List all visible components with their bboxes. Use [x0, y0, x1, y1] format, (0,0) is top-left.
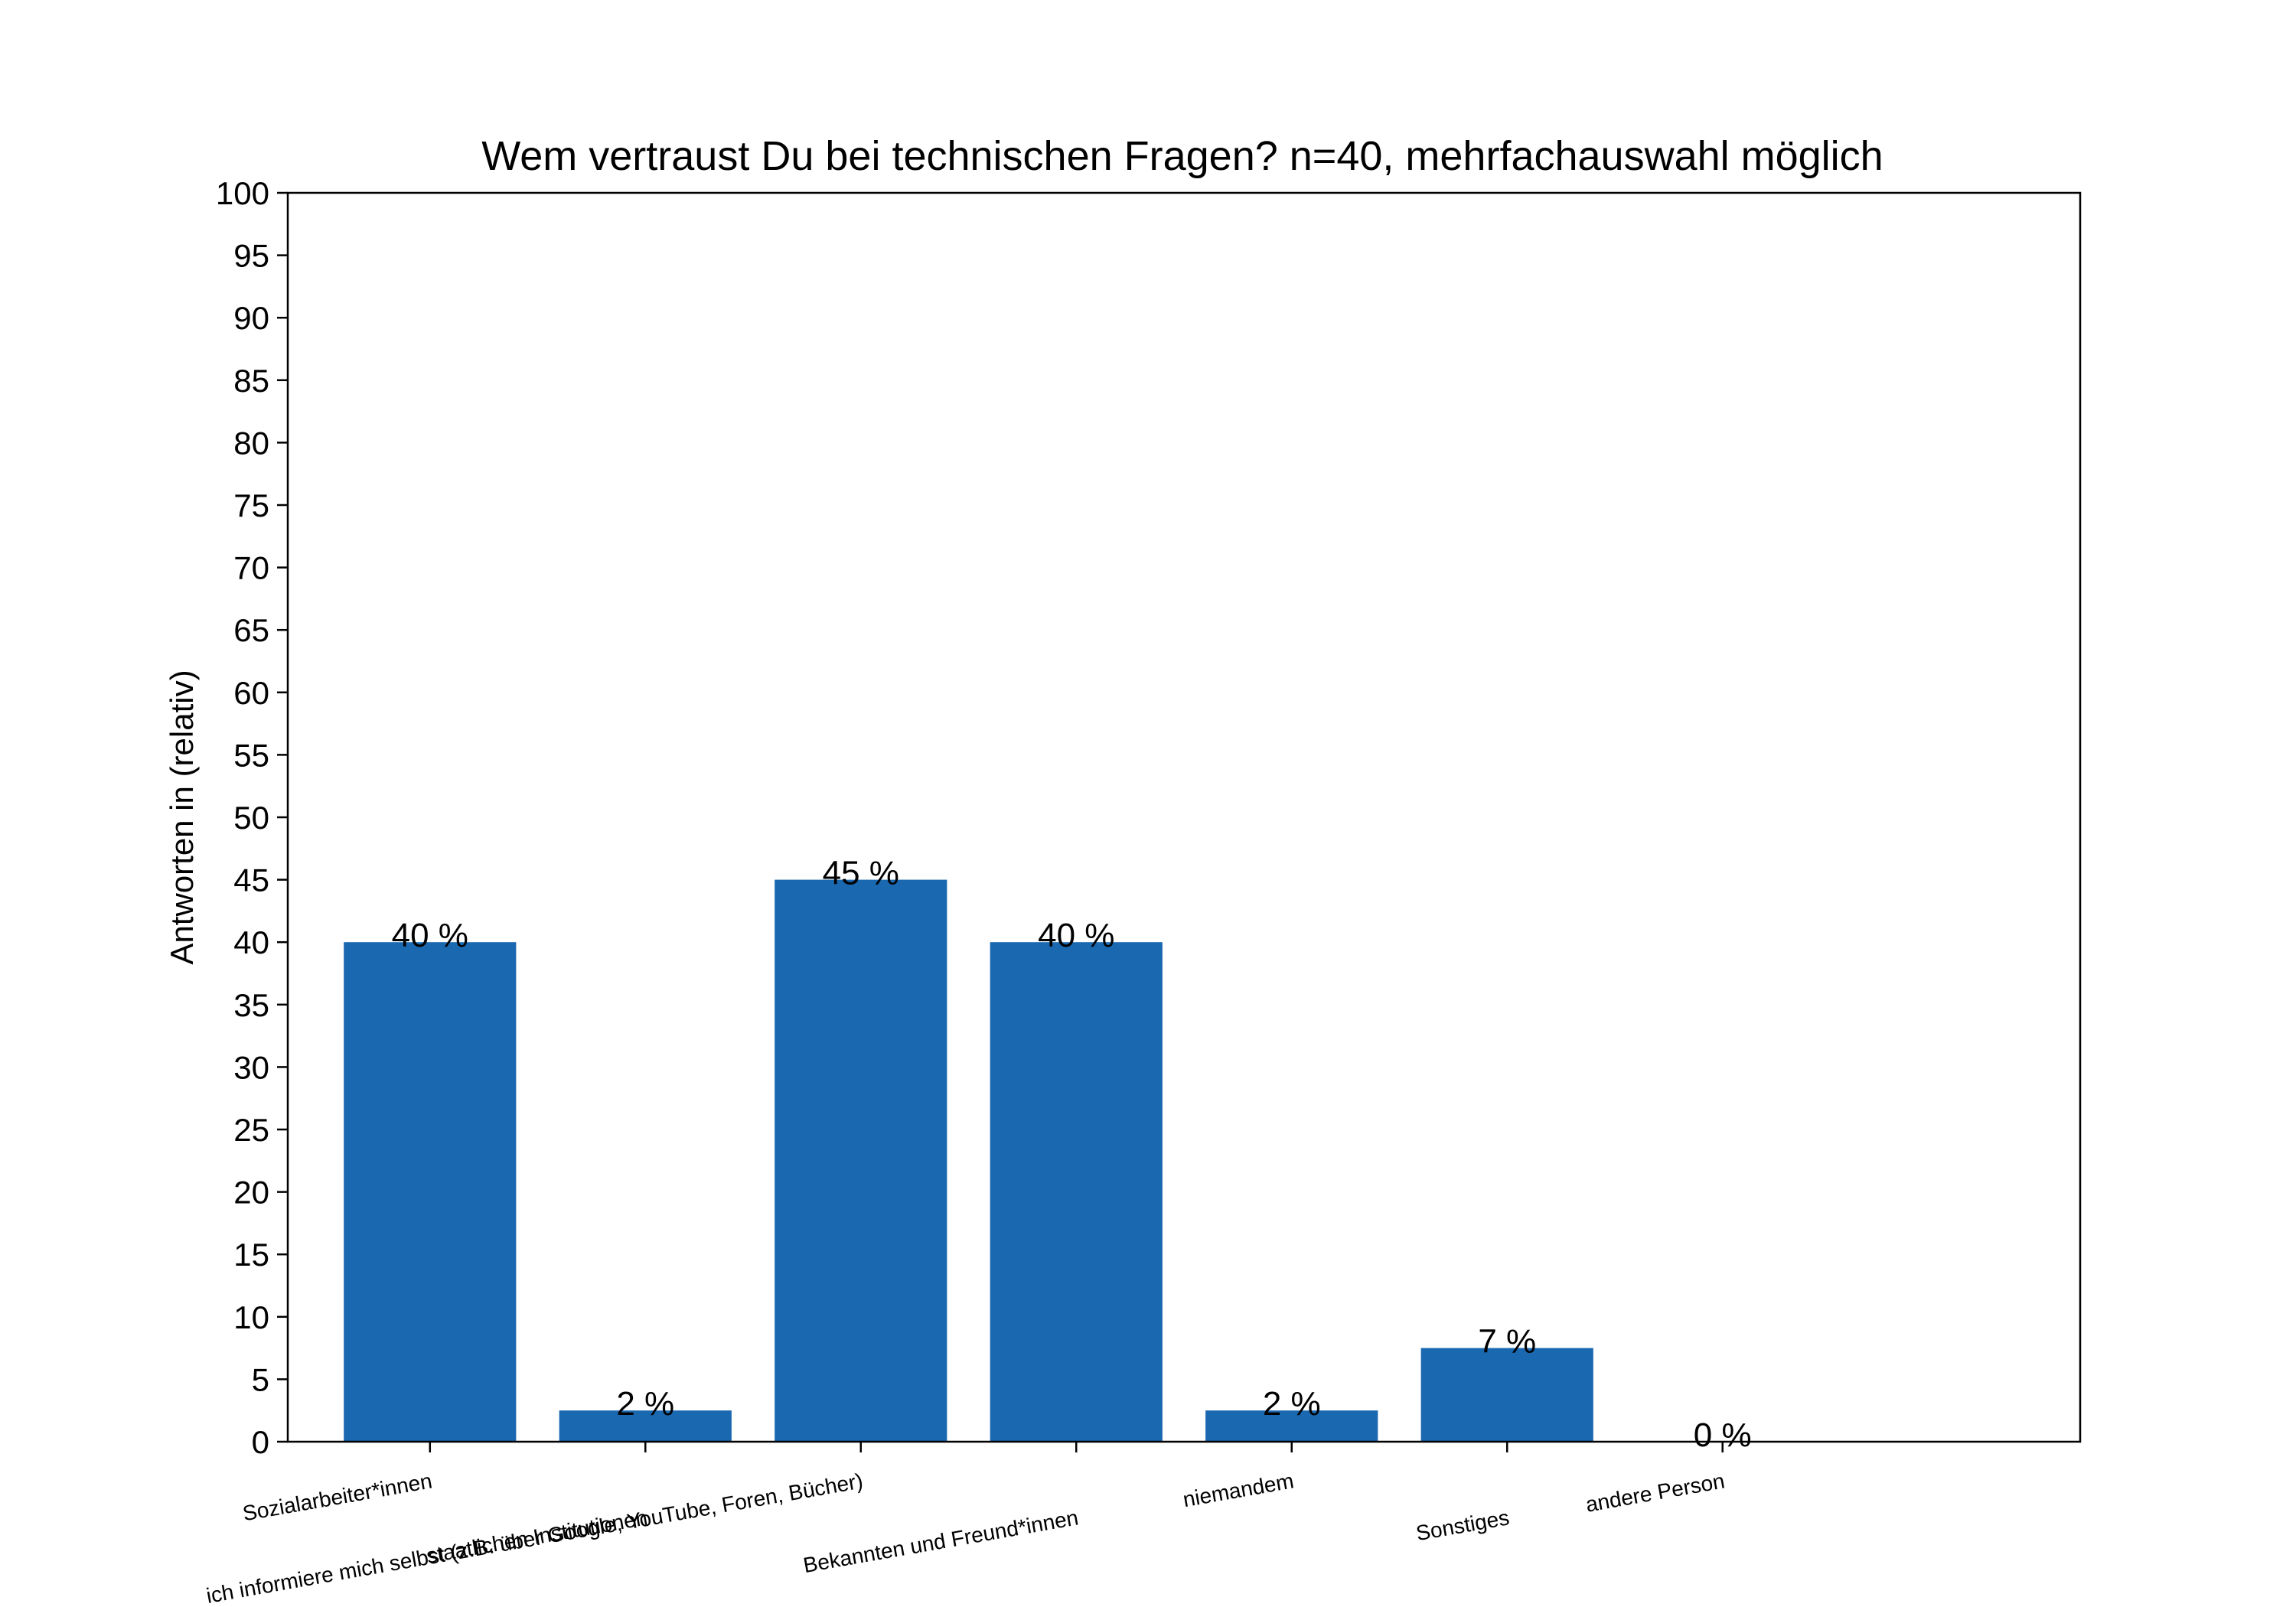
y-tick-label: 0	[252, 1424, 269, 1460]
bar	[1420, 1348, 1593, 1442]
y-tick-label: 45	[233, 862, 269, 898]
y-axis-label: Antworten in (relativ)	[164, 670, 200, 964]
bar-value-label: 45 %	[823, 855, 899, 892]
y-tick-label: 90	[233, 300, 269, 336]
bar	[990, 942, 1163, 1442]
y-tick-label: 70	[233, 550, 269, 586]
y-tick-label: 5	[252, 1361, 269, 1397]
y-tick-label: 15	[233, 1237, 269, 1273]
bar-value-label: 7 %	[1478, 1323, 1536, 1361]
y-tick-label: 25	[233, 1112, 269, 1148]
bar	[775, 879, 947, 1442]
bar-value-label: 40 %	[1038, 917, 1114, 954]
bar	[344, 942, 517, 1442]
chart-title: Wem vertraust Du bei technischen Fragen?…	[481, 133, 1883, 179]
y-tick-label: 65	[233, 612, 269, 648]
bar	[1205, 1410, 1378, 1442]
y-tick-label: 40	[233, 924, 269, 960]
y-tick-label: 100	[216, 175, 269, 211]
y-tick-label: 35	[233, 987, 269, 1023]
y-tick-label: 85	[233, 363, 269, 399]
y-axis: 0 5 10 15 20 25 30 35 40 45 50 55 60 65 70 75 80 85 90 95 10…	[216, 175, 288, 1460]
bar-value-label: 40 %	[392, 917, 468, 954]
bars-group	[344, 879, 1593, 1442]
y-tick-label: 80	[233, 425, 269, 461]
y-tick-label: 50	[233, 800, 269, 836]
bar	[559, 1410, 732, 1442]
y-tick-label: 30	[233, 1049, 269, 1085]
y-tick-label: 10	[233, 1299, 269, 1335]
y-tick-label: 20	[233, 1175, 269, 1211]
y-tick-label: 75	[233, 487, 269, 523]
bar-value-label: 2 %	[616, 1385, 674, 1423]
y-tick-label: 60	[233, 675, 269, 711]
plot-frame	[286, 191, 2082, 1443]
bar-value-label: 2 %	[1263, 1385, 1321, 1423]
y-tick-label: 55	[233, 737, 269, 773]
y-tick-label: 95	[233, 238, 269, 274]
